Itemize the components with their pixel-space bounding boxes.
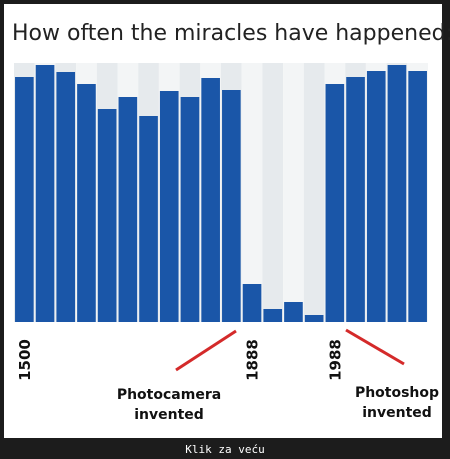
background-band xyxy=(303,63,325,322)
background-band xyxy=(262,63,284,322)
bar xyxy=(346,77,365,322)
bar xyxy=(387,65,407,322)
annotation: invented xyxy=(134,407,204,423)
bar xyxy=(304,315,324,322)
bar xyxy=(366,71,386,322)
x-tick-label: 1500 xyxy=(16,339,34,381)
bar xyxy=(242,284,262,322)
bar xyxy=(201,78,220,322)
background-band xyxy=(283,63,304,322)
bar xyxy=(159,91,179,322)
bar xyxy=(77,84,96,322)
bar xyxy=(139,116,158,322)
bar xyxy=(118,97,138,322)
bar xyxy=(15,77,34,322)
annotation: Photoshop xyxy=(355,385,439,401)
bar xyxy=(284,302,303,322)
bar xyxy=(263,309,283,322)
x-tick-label: 1888 xyxy=(244,339,262,381)
bar xyxy=(325,84,345,322)
bar xyxy=(56,72,76,322)
bar xyxy=(222,90,241,322)
annotation: Photocamera xyxy=(117,387,221,403)
caption: Klik za veću xyxy=(185,443,264,456)
bar xyxy=(35,65,55,322)
background-band xyxy=(241,63,263,322)
bar xyxy=(408,71,427,322)
x-tick-label: 1988 xyxy=(326,339,344,381)
pointer-line xyxy=(345,328,405,366)
chart-title: How often the miracles have happened: xyxy=(12,21,450,46)
pointer-line xyxy=(175,329,237,372)
annotation: invented xyxy=(362,405,432,421)
bar xyxy=(97,109,117,322)
background-bands xyxy=(14,63,428,322)
bar xyxy=(180,97,200,322)
